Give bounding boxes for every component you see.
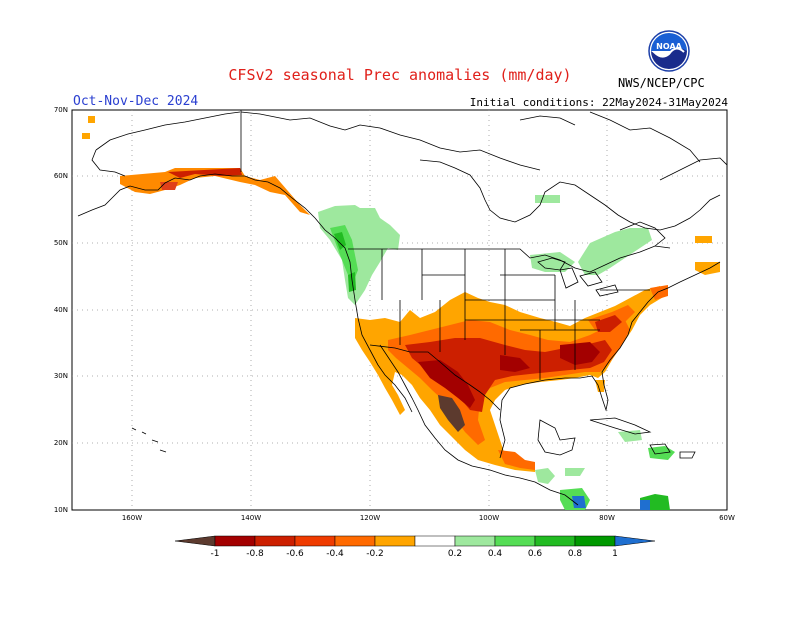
colorbar-box xyxy=(334,535,376,547)
colorbar-box xyxy=(214,535,256,547)
alaska-dry-region xyxy=(120,168,310,215)
colorbar-box xyxy=(294,535,336,547)
colorbar-box xyxy=(534,535,576,547)
longitude-label: 100W xyxy=(479,514,499,522)
colorbar-label: -0.2 xyxy=(366,549,384,559)
coastlines-and-boundaries xyxy=(77,110,727,506)
colorbar-box xyxy=(454,535,496,547)
svg-text:NOAA: NOAA xyxy=(656,42,682,51)
latitude-label: 40N xyxy=(54,306,68,314)
longitude-label: 60W xyxy=(719,514,735,522)
colorbar-label: 0.4 xyxy=(488,549,503,559)
colorbar-box xyxy=(254,535,296,547)
colorbar-label: -1 xyxy=(211,549,220,559)
colorbar-box xyxy=(374,535,416,547)
season-label: Oct-Nov-Dec 2024 xyxy=(73,94,199,109)
central-america-wet-region xyxy=(535,468,555,484)
longitude-label: 80W xyxy=(599,514,615,522)
latitude-label: 50N xyxy=(54,239,68,247)
longitude-label: 140W xyxy=(241,514,261,522)
colorbar-label: -0.8 xyxy=(246,549,264,559)
colorbar-box xyxy=(494,535,536,547)
noaa-logo-icon: NOAA xyxy=(648,30,690,72)
colorbar-box xyxy=(574,535,616,547)
colorbar-label: -0.4 xyxy=(326,549,344,559)
colorbar-label: 1 xyxy=(612,549,618,559)
anomaly-shading xyxy=(82,116,720,510)
longitude-label: 160W xyxy=(122,514,142,522)
colorbar-box xyxy=(414,535,456,547)
colorbar-arrow-high xyxy=(614,535,656,547)
colorbar-label: 0.6 xyxy=(528,549,543,559)
latitude-label: 10N xyxy=(54,506,68,514)
chart-title: CFSv2 seasonal Prec anomalies (mm/day) xyxy=(228,66,572,84)
colorbar-label: 0.2 xyxy=(448,549,462,559)
latitude-labels: 70N 60N 50N 40N 30N 20N 10N xyxy=(54,106,68,514)
agency-label: NWS/NCEP/CPC xyxy=(618,76,705,90)
colorbar: -1 -0.8 -0.6 -0.4 -0.2 0.2 0.4 0.6 0.8 1 xyxy=(174,535,656,559)
longitude-label: 120W xyxy=(360,514,380,522)
longitude-labels: 160W 140W 120W 100W 80W 60W xyxy=(122,514,735,522)
latitude-label: 30N xyxy=(54,372,68,380)
latitude-label: 70N xyxy=(54,106,68,114)
eastern-canada-wet-region xyxy=(578,228,652,275)
colorbar-arrow-low xyxy=(174,535,216,547)
colorbar-label: 0.8 xyxy=(568,549,583,559)
initial-conditions-label: Initial conditions: 22May2024-31May2024 xyxy=(469,96,728,109)
colorbar-label: -0.6 xyxy=(286,549,304,559)
latitude-label: 20N xyxy=(54,439,68,447)
latitude-label: 60N xyxy=(54,172,68,180)
